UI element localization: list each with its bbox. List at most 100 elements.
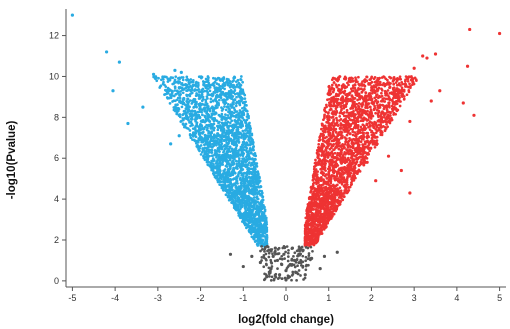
up-regulated-point [320,127,323,131]
down-regulated-point [206,159,209,163]
down-regulated-point [233,171,237,175]
up-regulated-point [322,155,326,158]
up-regulated-point [360,158,363,162]
down-regulated-point [247,131,251,135]
down-regulated-point [179,93,182,96]
down-regulated-point [210,154,214,158]
up-regulated-point [352,109,355,113]
down-regulated-point [230,112,233,116]
down-regulated-point [230,161,234,164]
up-regulated-point [336,151,340,155]
down-regulated-point [188,85,191,89]
down-regulated-point [233,92,237,96]
up-regulated-point [343,75,347,79]
up-regulated-point [380,91,383,95]
down-regulated-point [262,204,265,207]
down-regulated-point [244,189,248,193]
up-regulated-point [306,226,309,229]
down-regulated-point [229,167,232,171]
down-regulated-point [245,226,248,230]
down-regulated-point [226,97,229,101]
down-regulated-point [226,167,230,171]
up-regulated-point [350,89,354,93]
down-regulated-point [174,75,178,79]
down-regulated-point [213,152,217,155]
down-regulated-point [181,102,185,106]
down-regulated-point [186,104,190,108]
down-regulated-point [212,165,215,169]
up-regulated-point [349,156,353,160]
down-regulated-point [164,75,167,79]
up-regulated-point [335,174,339,178]
down-regulated-point [214,174,218,178]
down-regulated-point [263,224,267,228]
up-regulated-point [354,133,358,137]
up-regulated-point [332,118,336,121]
up-regulated-point [344,157,347,161]
down-regulated-point [247,222,250,225]
up-regulated-point [332,81,336,84]
down-regulated-point [250,133,254,137]
down-regulated-point [220,112,224,116]
down-regulated-point [247,114,250,118]
down-regulated-point [209,100,213,104]
down-regulated-point [262,234,266,238]
up-regulated-point [351,142,355,146]
up-regulated-point [335,110,339,114]
down-regulated-point [188,129,192,132]
down-regulated-point [254,154,258,158]
down-regulated-point [223,179,227,183]
up-regulated-point [310,196,313,199]
down-regulated-point [212,157,215,161]
down-regulated-point [235,162,239,166]
down-regulated-point [261,229,265,233]
down-regulated-point [252,190,255,194]
up-regulated-point [305,212,309,216]
down-regulated-point [240,168,244,172]
down-regulated-point [201,131,204,135]
down-regulated-point [227,156,231,159]
down-regulated-point [201,102,204,106]
up-regulated-point [337,191,341,195]
down-regulated-point [223,171,227,175]
down-regulated-point [195,105,198,109]
down-regulated-point [212,171,216,175]
down-regulated-point [244,163,247,166]
down-regulated-point [163,93,166,96]
down-regulated-point [181,91,185,95]
up-regulated-point [389,82,392,85]
down-regulated-point [246,169,250,173]
down-regulated-point [252,187,256,190]
down-regulated-point [206,108,209,112]
up-regulated-point [399,91,403,95]
down-regulated-point [248,208,251,212]
x-tick-label: -5 [68,293,76,303]
down-regulated-point [232,198,235,202]
up-regulated-point [343,89,347,93]
down-regulated-point [204,139,208,143]
down-regulated-point [196,110,200,114]
down-regulated-point [203,146,207,150]
down-regulated-point [236,121,240,124]
up-regulated-point [307,219,311,223]
down-regulated-point [213,142,216,146]
down-regulated-point [259,206,263,209]
down-regulated-point [184,107,188,111]
down-regulated-point [197,88,201,91]
up-regulated-point [398,104,402,108]
down-regulated-point [258,228,262,232]
down-regulated-point [247,175,251,179]
down-regulated-point [247,199,250,203]
down-regulated-point [211,124,214,128]
up-regulated-point [322,118,325,122]
down-regulated-point [198,116,202,120]
down-regulated-point [226,142,230,146]
down-regulated-point [253,158,257,161]
x-tick-label: 2 [369,293,374,303]
up-regulated-point [314,158,317,162]
down-regulated-point [234,135,238,138]
down-regulated-point [209,137,213,141]
down-regulated-point [237,149,241,152]
down-regulated-point [207,119,210,122]
down-regulated-point [244,176,248,180]
